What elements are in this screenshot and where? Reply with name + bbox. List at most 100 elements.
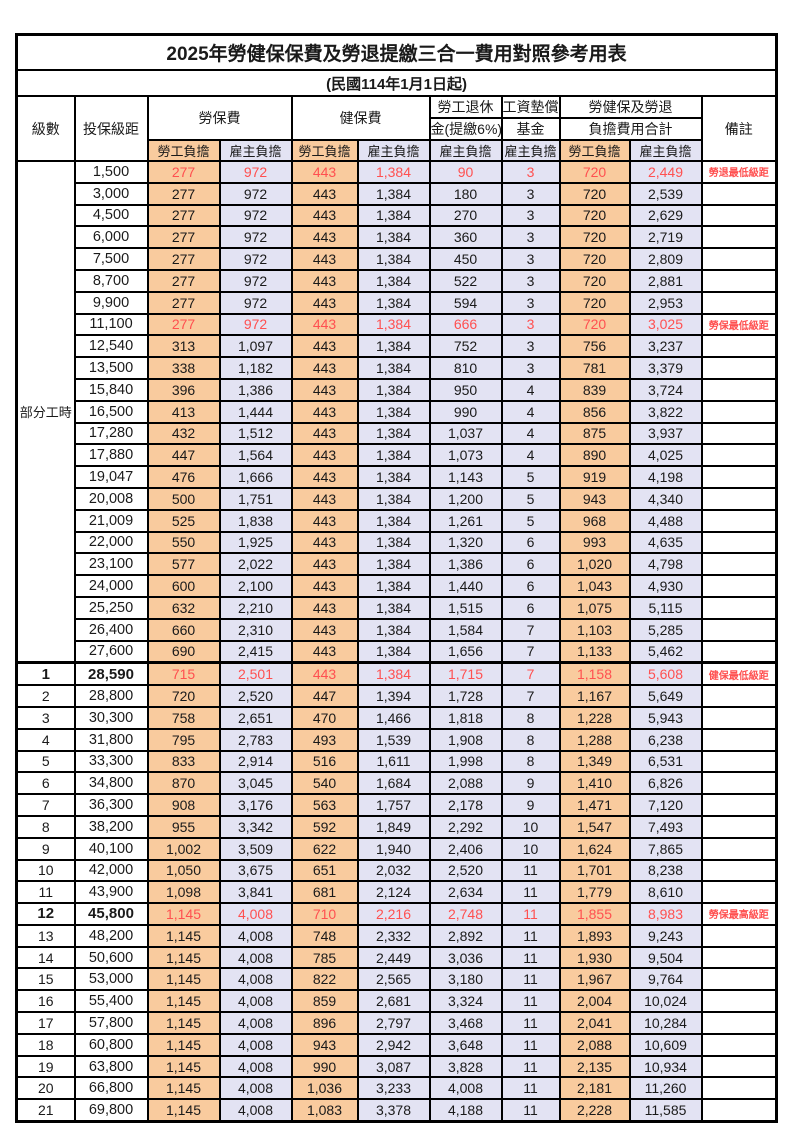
header-remark: 備註 (700, 95, 778, 162)
table-row: 15 53,000 1,145 4,008 822 2,565 3,180 11 1,967 9,… (15, 967, 778, 992)
bracket-cell: 13,500 (73, 356, 149, 380)
level-cell: 20 (15, 1076, 76, 1101)
total-employer-cell: 7,120 (628, 793, 703, 817)
total-employee-cell: 2,228 (558, 1098, 631, 1123)
labor-employee-cell: 277 (146, 181, 221, 206)
total-employee-cell: 720 (558, 268, 631, 293)
labor-employee-cell: 413 (146, 399, 221, 424)
labor-employer-cell: 2,100 (218, 574, 293, 598)
level-cell: 15 (15, 967, 76, 992)
total-employer-cell: 5,115 (628, 595, 703, 620)
health-employer-cell: 1,384 (356, 247, 431, 271)
health-employer-cell: 2,681 (356, 989, 431, 1014)
labor-employee-cell: 432 (146, 421, 221, 446)
remark-cell (700, 1011, 778, 1035)
labor-employee-cell: 795 (146, 727, 221, 752)
remark-cell (700, 574, 778, 598)
bracket-cell: 57,800 (73, 1011, 149, 1035)
labor-employer-cell: 3,841 (218, 880, 293, 905)
total-employer-cell: 5,462 (628, 639, 703, 664)
health-employer-cell: 3,233 (356, 1076, 431, 1101)
health-employer-cell: 2,942 (356, 1032, 431, 1057)
health-employee-cell: 563 (290, 793, 359, 817)
total-employer-cell: 3,937 (628, 421, 703, 446)
pension-employer-cell: 1,261 (428, 508, 503, 533)
health-employee-cell: 681 (290, 880, 359, 905)
remark-cell (700, 836, 778, 861)
level-cell: 17 (15, 1011, 76, 1035)
wage-fund-employer-cell: 11 (500, 858, 561, 883)
health-employee-cell: 493 (290, 727, 359, 752)
bracket-cell: 23,100 (73, 552, 149, 577)
pension-employer-cell: 950 (428, 377, 503, 402)
bracket-cell: 28,590 (73, 661, 149, 687)
wage-fund-employer-cell: 11 (500, 967, 561, 992)
bracket-cell: 17,280 (73, 421, 149, 446)
table-row: 4 31,800 795 2,783 493 1,539 1,908 8 1,288 6,238 (15, 727, 778, 752)
total-employee-cell: 2,135 (558, 1054, 631, 1079)
labor-employer-cell: 972 (218, 181, 293, 206)
bracket-cell: 21,009 (73, 508, 149, 533)
level-cell: 3 (15, 705, 76, 730)
total-employer-cell: 4,340 (628, 486, 703, 511)
pension-employer-cell: 180 (428, 181, 503, 206)
wage-fund-employer-cell: 7 (500, 617, 561, 642)
labor-employee-cell: 476 (146, 465, 221, 489)
total-employer-cell: 11,585 (628, 1098, 703, 1123)
labor-employee-cell: 500 (146, 486, 221, 511)
wage-fund-employer-cell: 3 (500, 203, 561, 228)
health-employee-cell: 443 (290, 486, 359, 511)
total-employer-cell: 9,504 (628, 945, 703, 970)
health-employee-cell: 443 (290, 595, 359, 620)
total-employee-cell: 1,103 (558, 617, 631, 642)
labor-employer-cell: 972 (218, 268, 293, 293)
total-employee-cell: 890 (558, 443, 631, 468)
total-employer-cell: 4,488 (628, 508, 703, 533)
labor-employer-cell: 972 (218, 247, 293, 271)
table-row: 21,009 525 1,838 443 1,384 1,261 5 968 4,488 (17, 508, 778, 533)
health-employer-cell: 1,384 (356, 160, 431, 184)
level-cell: 21 (15, 1098, 76, 1123)
total-employer-cell: 9,764 (628, 967, 703, 992)
health-employee-cell: 859 (290, 989, 359, 1014)
labor-employer-cell: 2,783 (218, 727, 293, 752)
labor-employer-cell: 4,008 (218, 1054, 293, 1079)
table-body: 部分工時 1,500 277 972 443 1,384 90 3 720 2,449 勞退最低級距… (15, 160, 778, 1123)
bracket-cell: 30,300 (73, 705, 149, 730)
health-employer-cell: 2,032 (356, 858, 431, 883)
table-row: 13 48,200 1,145 4,008 748 2,332 2,892 11 1,893 9,… (15, 923, 778, 948)
health-employee-cell: 443 (290, 203, 359, 228)
subheader-total-employee: 勞工負擔 (558, 139, 631, 162)
health-employer-cell: 1,849 (356, 814, 431, 839)
labor-employee-cell: 277 (146, 160, 221, 184)
labor-employer-cell: 972 (218, 290, 293, 315)
remark-cell (700, 1076, 778, 1101)
pension-employer-cell: 4,008 (428, 1076, 503, 1101)
health-employee-cell: 516 (290, 749, 359, 774)
bracket-cell: 31,800 (73, 727, 149, 752)
labor-employee-cell: 277 (146, 268, 221, 293)
page-title: 2025年勞健保保費及勞退提繳三合一費用對照參考用表 (15, 33, 778, 71)
wage-fund-employer-cell: 8 (500, 705, 561, 730)
table-row: 26,400 660 2,310 443 1,384 1,584 7 1,103 5,285 (17, 617, 778, 642)
health-employer-cell: 1,611 (356, 749, 431, 774)
remark-cell (700, 334, 778, 359)
health-employee-cell: 443 (290, 377, 359, 402)
labor-employee-cell: 1,145 (146, 1011, 221, 1035)
wage-fund-employer-cell: 3 (500, 268, 561, 293)
bracket-cell: 8,700 (73, 268, 149, 293)
health-employee-cell: 447 (290, 684, 359, 708)
total-employer-cell: 3,025 (628, 312, 703, 337)
health-employer-cell: 1,384 (356, 530, 431, 555)
table-row: 17,280 432 1,512 443 1,384 1,037 4 875 3,937 (17, 421, 778, 446)
bracket-cell: 45,800 (73, 902, 149, 926)
total-employer-cell: 6,826 (628, 771, 703, 796)
pension-employer-cell: 1,715 (428, 661, 503, 687)
health-employer-cell: 1,384 (356, 421, 431, 446)
header-health-insurance: 健保費 (290, 95, 431, 141)
total-employer-cell: 4,635 (628, 530, 703, 555)
bracket-cell: 36,300 (73, 793, 149, 817)
header-wage-fund-line2: 基金 (500, 117, 561, 141)
total-employer-cell: 5,649 (628, 684, 703, 708)
bracket-cell: 34,800 (73, 771, 149, 796)
